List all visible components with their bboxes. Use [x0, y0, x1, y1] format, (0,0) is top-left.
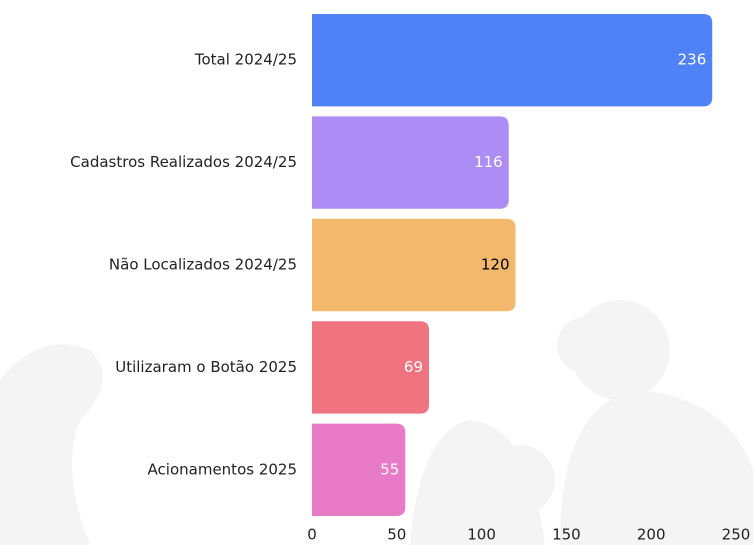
- value-label: 116: [474, 153, 503, 171]
- bar: [312, 321, 430, 414]
- y-tick-label: Utilizaram o Botão 2025: [115, 358, 297, 376]
- x-tick-label: 0: [307, 526, 317, 544]
- x-tick-label: 250: [722, 526, 751, 544]
- y-tick-label: Total 2024/25: [194, 51, 297, 69]
- bar: [312, 14, 713, 107]
- bar: [312, 116, 509, 209]
- value-label: 55: [380, 460, 399, 478]
- x-tick-label: 150: [552, 526, 581, 544]
- bar: [312, 218, 516, 312]
- value-label: 120: [481, 256, 510, 274]
- y-tick-label: Cadastros Realizados 2024/25: [70, 153, 297, 171]
- value-label: 236: [678, 51, 707, 69]
- x-tick-label: 200: [637, 526, 666, 544]
- y-tick-label: Não Localizados 2024/25: [109, 256, 297, 274]
- y-tick-label: Acionamentos 2025: [148, 460, 297, 478]
- silhouette: [0, 344, 103, 545]
- silhouette: [485, 445, 555, 515]
- silhouette: [557, 317, 613, 373]
- bar: [312, 423, 406, 516]
- background-silhouettes: [0, 300, 753, 545]
- value-label: 69: [404, 358, 423, 376]
- x-tick-label: 100: [467, 526, 496, 544]
- silhouette: [560, 390, 753, 545]
- x-tick-label: 50: [387, 526, 406, 544]
